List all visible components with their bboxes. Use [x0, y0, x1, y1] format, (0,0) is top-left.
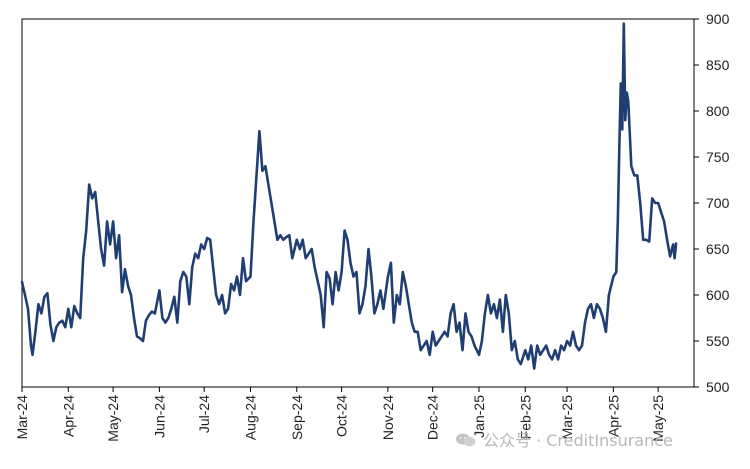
y-tick-label: 850: [706, 57, 730, 73]
x-tick-label: Sep-24: [289, 395, 305, 440]
x-axis: Mar-24 Apr-24 May-24 Jun-24 Jul-24 Aug-24 Sep-…: [14, 387, 666, 442]
y-tick-label: 800: [706, 103, 730, 119]
wechat-icon: [456, 433, 476, 447]
x-tick-label: Jul-24: [196, 395, 212, 433]
y-tick-label: 550: [706, 333, 730, 349]
x-tick-label: Mar-25: [559, 395, 575, 440]
x-tick-label: Feb-25: [517, 395, 533, 440]
x-tick-label: May-25: [650, 395, 666, 442]
series-layer: [20, 22, 678, 370]
y-tick-label: 700: [706, 195, 730, 211]
x-tick-label: Dec-24: [425, 395, 441, 440]
watermark: 公众号 · CreditInsurance: [455, 427, 673, 451]
x-tick-label: Jan-25: [471, 395, 487, 438]
y-tick-label: 650: [706, 241, 730, 257]
watermark-text: 公众号 · CreditInsurance: [483, 431, 673, 450]
plot-border: [21, 18, 695, 388]
y-tick-label: 500: [706, 379, 730, 395]
x-tick-label: Nov-24: [380, 395, 396, 440]
y-tick-label: 900: [706, 11, 730, 27]
series-line: [20, 22, 678, 370]
x-tick-label: Jun-24: [151, 395, 167, 438]
x-tick-label: Apr-25: [605, 395, 621, 437]
plot-frame: [21, 18, 695, 388]
x-tick-label: May-24: [105, 395, 121, 442]
x-tick-label: Apr-24: [60, 395, 76, 437]
y-axis: 500 550 600 650 700 750 800 850 900: [694, 11, 730, 395]
y-tick-label: 600: [706, 287, 730, 303]
x-tick-label: Mar-24: [14, 395, 30, 440]
y-tick-label: 750: [706, 149, 730, 165]
x-tick-label: Oct-24: [334, 395, 350, 437]
x-tick-label: Aug-24: [242, 395, 258, 440]
